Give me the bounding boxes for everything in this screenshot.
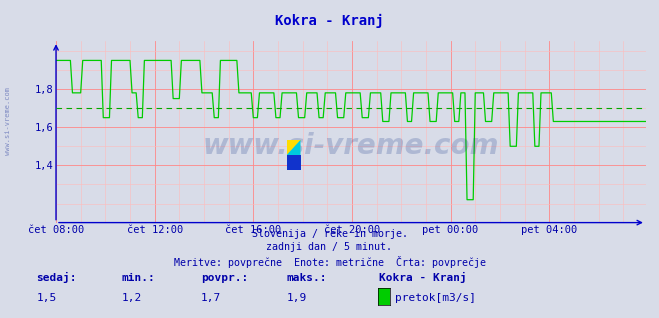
Text: Slovenija / reke in morje.: Slovenija / reke in morje. xyxy=(252,229,407,239)
Text: zadnji dan / 5 minut.: zadnji dan / 5 minut. xyxy=(266,242,393,252)
Text: www.si-vreme.com: www.si-vreme.com xyxy=(5,87,11,155)
Polygon shape xyxy=(287,155,301,170)
Text: 1,5: 1,5 xyxy=(36,293,57,302)
Text: maks.:: maks.: xyxy=(287,273,327,283)
Text: 1,7: 1,7 xyxy=(201,293,221,302)
Text: povpr.:: povpr.: xyxy=(201,273,248,283)
Polygon shape xyxy=(287,140,301,155)
Text: Meritve: povprečne  Enote: metrične  Črta: povprečje: Meritve: povprečne Enote: metrične Črta:… xyxy=(173,256,486,268)
Text: www.si-vreme.com: www.si-vreme.com xyxy=(203,133,499,161)
Text: Kokra - Kranj: Kokra - Kranj xyxy=(275,14,384,29)
Text: 1,9: 1,9 xyxy=(287,293,307,302)
Text: min.:: min.: xyxy=(122,273,156,283)
Text: pretok[m3/s]: pretok[m3/s] xyxy=(395,293,476,302)
Text: Kokra - Kranj: Kokra - Kranj xyxy=(379,273,467,283)
Text: 1,2: 1,2 xyxy=(122,293,142,302)
Polygon shape xyxy=(287,140,301,155)
Text: sedaj:: sedaj: xyxy=(36,273,76,283)
